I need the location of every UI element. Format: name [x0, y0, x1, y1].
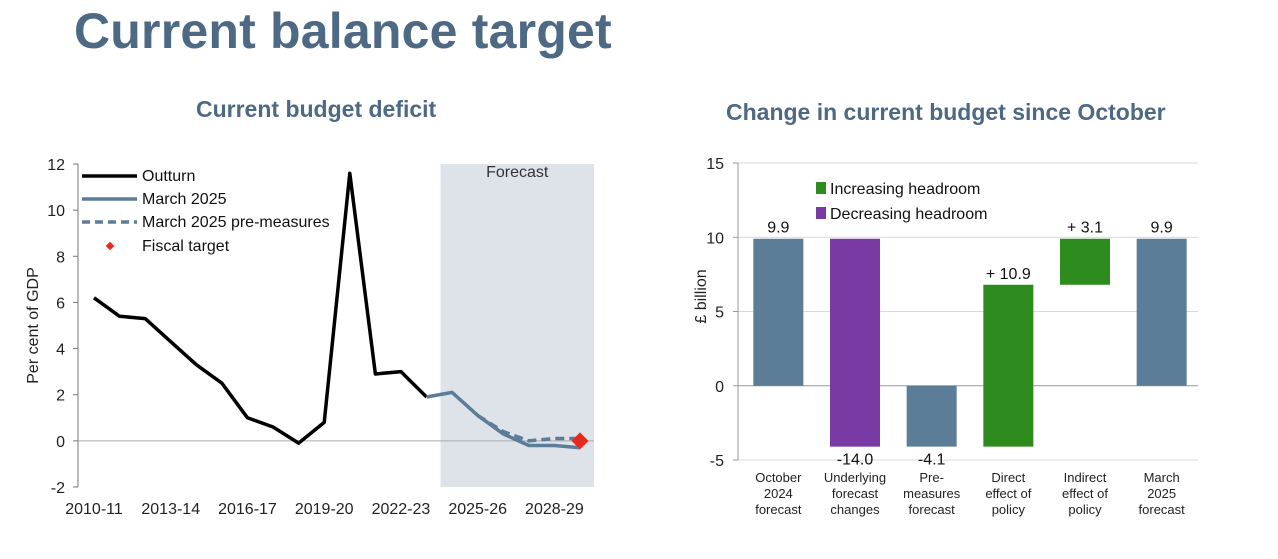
bar: [1060, 238, 1110, 285]
x-category-label: 2025: [1147, 486, 1176, 501]
bar-value-label: -4.1: [918, 452, 946, 469]
y-tick-label: 2: [56, 388, 65, 405]
y-tick-label: 15: [706, 156, 724, 173]
x-category-label: forecast: [755, 502, 802, 517]
x-tick-label: 2019-20: [295, 501, 354, 518]
y-tick-label: 10: [47, 203, 65, 220]
legend-swatch: [816, 207, 826, 219]
x-category-label: Indirect: [1064, 470, 1107, 485]
x-category-label: effect of: [1062, 486, 1108, 501]
legend-label: Fiscal target: [142, 238, 230, 255]
x-category-label: Pre-: [919, 470, 944, 485]
legend-label: March 2025: [142, 191, 227, 208]
legend-label: Decreasing headroom: [830, 206, 987, 223]
legend-label: March 2025 pre-measures: [142, 214, 330, 231]
bar: [830, 238, 880, 447]
forecast-region: [440, 164, 594, 487]
x-tick-label: 2025-26: [448, 501, 507, 518]
x-tick-label: 2022-23: [372, 501, 431, 518]
x-category-label: effect of: [985, 486, 1031, 501]
bar-value-label: + 10.9: [986, 266, 1031, 283]
x-category-label: Direct: [991, 470, 1025, 485]
x-category-label: forecast: [909, 502, 956, 517]
x-tick-label: 2028-29: [525, 501, 584, 518]
y-axis-label: £ billion: [693, 269, 710, 323]
x-category-label: Underlying: [824, 470, 886, 485]
y-tick-label: 12: [47, 157, 65, 174]
left-chart-title: Current budget deficit: [196, 96, 437, 122]
y-tick-label: 6: [56, 295, 65, 312]
x-category-label: changes: [830, 502, 880, 517]
legend-swatch: [816, 182, 826, 194]
bar-value-label: + 3.1: [1067, 220, 1103, 237]
series-line-0: [92, 171, 428, 445]
y-tick-label: 0: [56, 434, 65, 451]
slide-title: Current balance target: [74, 3, 612, 59]
y-tick-label: -2: [51, 480, 65, 497]
x-category-label: October: [755, 470, 802, 485]
x-category-label: 2024: [764, 486, 793, 501]
right-chart-title: Change in current budget since October: [726, 99, 1166, 125]
y-tick-label: 5: [715, 305, 724, 322]
y-tick-label: -5: [710, 453, 724, 470]
bar: [753, 238, 804, 386]
legend-label: Increasing headroom: [830, 181, 980, 198]
x-category-label: forecast: [832, 486, 879, 501]
series-line-2: [476, 413, 580, 443]
y-tick-label: 10: [706, 230, 724, 247]
bar: [1136, 238, 1187, 386]
bar: [906, 385, 957, 447]
line-chart: Forecast -2 0 2 4 6 8 10 12 2010-11 2013-14 2016-17…: [25, 157, 594, 518]
y-tick-label: 4: [56, 342, 65, 359]
x-tick-label: 2016-17: [218, 501, 277, 518]
y-axis-label: Per cent of GDP: [25, 267, 42, 384]
x-category-label: forecast: [1139, 502, 1186, 517]
series-line-1: [426, 390, 581, 450]
x-category-label: March: [1144, 470, 1180, 485]
bar: [983, 284, 1034, 447]
x-category-label: policy: [992, 502, 1026, 517]
y-tick-label: 0: [715, 379, 724, 396]
bar-value-label: 9.9: [1151, 220, 1173, 237]
bar-value-label: -14.0: [837, 452, 874, 469]
bar-value-label: 9.9: [767, 220, 789, 237]
legend-label: Outturn: [142, 168, 195, 185]
x-category-label: measures: [903, 486, 961, 501]
x-tick-label: 2013-14: [141, 501, 200, 518]
legend-marker: [105, 241, 115, 251]
fiscal-target-marker: [571, 432, 589, 450]
y-tick-label: 8: [56, 249, 65, 266]
forecast-label: Forecast: [486, 164, 549, 181]
x-tick-label: 2010-11: [65, 501, 123, 518]
x-category-label: policy: [1068, 502, 1102, 517]
